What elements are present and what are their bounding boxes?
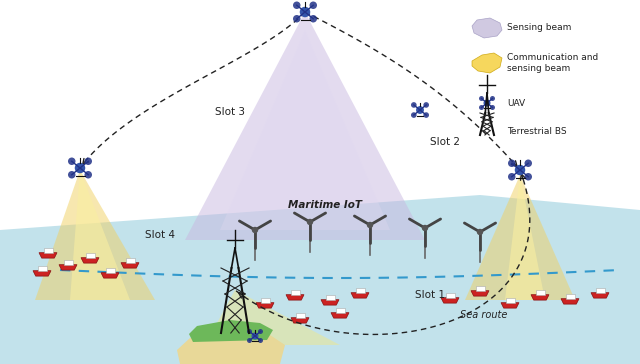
Polygon shape bbox=[291, 318, 309, 323]
Polygon shape bbox=[331, 313, 349, 318]
Text: Communication and
sensing beam: Communication and sensing beam bbox=[507, 53, 598, 74]
Text: Sensing beam: Sensing beam bbox=[507, 24, 572, 32]
Polygon shape bbox=[531, 295, 549, 300]
Polygon shape bbox=[465, 175, 575, 300]
Circle shape bbox=[68, 158, 76, 165]
Circle shape bbox=[247, 329, 252, 334]
Circle shape bbox=[477, 229, 483, 234]
Circle shape bbox=[75, 163, 85, 173]
Polygon shape bbox=[185, 12, 425, 240]
Polygon shape bbox=[189, 320, 273, 342]
Circle shape bbox=[293, 1, 301, 9]
Polygon shape bbox=[220, 30, 390, 230]
Circle shape bbox=[247, 338, 252, 343]
Circle shape bbox=[293, 15, 301, 23]
Circle shape bbox=[84, 158, 92, 165]
Polygon shape bbox=[286, 295, 304, 300]
Polygon shape bbox=[127, 258, 134, 263]
Circle shape bbox=[310, 15, 317, 23]
Text: Slot 3: Slot 3 bbox=[215, 107, 245, 117]
Circle shape bbox=[490, 105, 495, 110]
Polygon shape bbox=[566, 294, 575, 299]
Text: UAV: UAV bbox=[507, 99, 525, 107]
Polygon shape bbox=[59, 265, 77, 270]
Circle shape bbox=[424, 102, 429, 108]
Polygon shape bbox=[70, 170, 130, 300]
Polygon shape bbox=[39, 253, 57, 258]
Polygon shape bbox=[81, 258, 99, 263]
Circle shape bbox=[515, 165, 525, 175]
Circle shape bbox=[258, 338, 263, 343]
Polygon shape bbox=[471, 291, 489, 296]
Circle shape bbox=[479, 96, 484, 101]
Circle shape bbox=[300, 7, 310, 17]
Polygon shape bbox=[506, 298, 515, 303]
Polygon shape bbox=[337, 308, 344, 313]
Circle shape bbox=[367, 222, 372, 228]
Polygon shape bbox=[33, 271, 51, 276]
Polygon shape bbox=[101, 273, 119, 278]
Polygon shape bbox=[291, 290, 300, 295]
Polygon shape bbox=[65, 260, 72, 265]
Text: Slot 4: Slot 4 bbox=[145, 230, 175, 240]
Circle shape bbox=[258, 329, 263, 334]
Polygon shape bbox=[501, 303, 519, 308]
Polygon shape bbox=[326, 295, 335, 300]
Circle shape bbox=[411, 102, 417, 108]
Polygon shape bbox=[44, 248, 52, 253]
Polygon shape bbox=[296, 313, 305, 318]
Polygon shape bbox=[261, 298, 269, 303]
Polygon shape bbox=[177, 332, 285, 364]
Circle shape bbox=[525, 159, 532, 167]
Text: Maritime IoT: Maritime IoT bbox=[288, 200, 362, 210]
Polygon shape bbox=[86, 253, 95, 258]
Circle shape bbox=[508, 173, 515, 181]
Polygon shape bbox=[35, 170, 155, 300]
Polygon shape bbox=[0, 195, 640, 364]
Circle shape bbox=[483, 99, 490, 107]
Text: Terrestrial BS: Terrestrial BS bbox=[507, 127, 566, 135]
Polygon shape bbox=[561, 299, 579, 304]
Circle shape bbox=[411, 112, 417, 118]
Polygon shape bbox=[591, 293, 609, 298]
Circle shape bbox=[490, 96, 495, 101]
Circle shape bbox=[416, 106, 424, 114]
Polygon shape bbox=[38, 266, 47, 271]
Polygon shape bbox=[205, 290, 340, 345]
Circle shape bbox=[508, 159, 515, 167]
Circle shape bbox=[422, 226, 428, 230]
Circle shape bbox=[84, 171, 92, 178]
Text: Slot 1: Slot 1 bbox=[415, 290, 445, 300]
Circle shape bbox=[479, 105, 484, 110]
Polygon shape bbox=[121, 263, 139, 268]
Circle shape bbox=[253, 228, 257, 233]
Polygon shape bbox=[472, 53, 502, 73]
Text: Slot 2: Slot 2 bbox=[430, 137, 460, 147]
Circle shape bbox=[68, 171, 76, 178]
Circle shape bbox=[307, 219, 312, 225]
Circle shape bbox=[424, 112, 429, 118]
Polygon shape bbox=[441, 298, 459, 303]
Polygon shape bbox=[536, 290, 545, 295]
Circle shape bbox=[310, 1, 317, 9]
Polygon shape bbox=[321, 300, 339, 305]
Polygon shape bbox=[596, 288, 605, 293]
Circle shape bbox=[525, 173, 532, 181]
Polygon shape bbox=[356, 288, 365, 293]
Circle shape bbox=[252, 332, 259, 340]
Text: Sea route: Sea route bbox=[460, 310, 508, 320]
Polygon shape bbox=[106, 268, 115, 273]
Polygon shape bbox=[447, 293, 454, 298]
Polygon shape bbox=[472, 18, 502, 38]
Polygon shape bbox=[351, 293, 369, 298]
Polygon shape bbox=[476, 286, 484, 291]
Polygon shape bbox=[505, 175, 545, 300]
Polygon shape bbox=[256, 303, 274, 308]
